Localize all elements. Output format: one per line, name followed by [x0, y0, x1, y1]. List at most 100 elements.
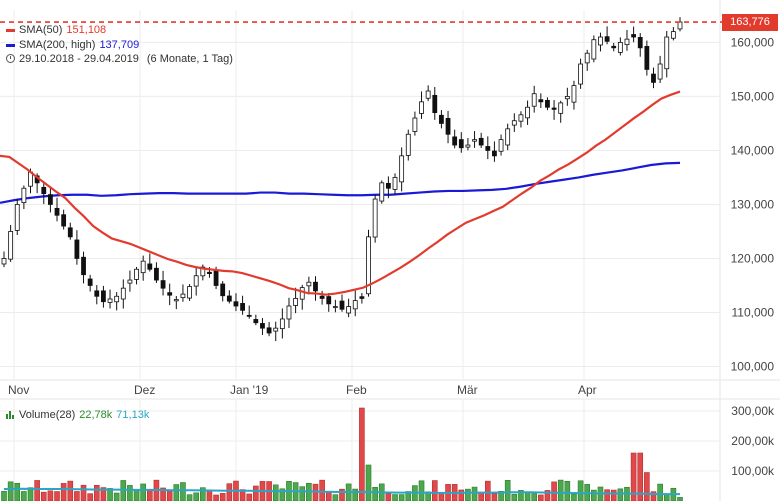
candle-body [134, 268, 139, 280]
candle-body [359, 296, 365, 299]
clock-icon [6, 54, 15, 63]
volume-bar [219, 493, 226, 501]
volume-bar [485, 480, 491, 501]
candle-body [220, 283, 226, 297]
candle-body [366, 236, 371, 295]
candle-body [578, 63, 583, 85]
volume-bar [253, 485, 259, 501]
candle-body [81, 256, 86, 276]
volume-bar [458, 489, 465, 501]
y-axis-labels: 100,000 110,000 120,000 130,000 140,000 150,0… [731, 35, 775, 373]
candle-body [445, 118, 451, 135]
candle-body [346, 306, 352, 314]
volume-bar [372, 487, 378, 501]
volume-bar [398, 494, 405, 501]
candle-body [492, 150, 497, 157]
volume-bar [180, 482, 186, 501]
candle-body [313, 281, 318, 292]
volume-layer [1, 407, 683, 501]
volume-bar [120, 480, 127, 501]
volume-bar [147, 489, 153, 501]
candle-body [651, 73, 656, 83]
candle-body [306, 281, 312, 287]
volume-bar [133, 489, 140, 501]
volume-bar [319, 479, 325, 501]
candle-body [299, 287, 305, 300]
x-tick-label: Nov [8, 383, 29, 397]
volume-value2: 71,13k [116, 409, 150, 421]
candle-body [293, 298, 299, 306]
candle-body [41, 186, 47, 195]
y-tick-label: 110,000 [732, 305, 775, 319]
sma50-label: SMA(50) [19, 24, 63, 36]
volume-bar [491, 493, 498, 501]
volume-bar [80, 484, 87, 501]
candle-body [207, 271, 212, 274]
sma200-line-layer [0, 161, 681, 204]
candle-body [246, 314, 252, 317]
candle-body [485, 146, 491, 151]
candle-body [47, 194, 53, 205]
volume-bar [206, 490, 213, 501]
volume-bar [604, 489, 610, 501]
volume-bar [511, 493, 518, 501]
candle-body [399, 155, 405, 183]
candle-body [154, 267, 159, 281]
volume-bar [431, 480, 438, 501]
volume-bar [54, 491, 60, 501]
candle-body [279, 318, 285, 330]
volume-tick-label: 200,00k [731, 434, 775, 448]
candle-body [598, 36, 603, 46]
volume-bar [87, 493, 93, 501]
volume-bar [617, 488, 624, 501]
candle-body [127, 279, 133, 284]
candle-body [147, 263, 153, 270]
volume-bar [47, 490, 54, 501]
candle-body [657, 63, 663, 80]
volume-bar [498, 491, 504, 501]
candle-body [61, 214, 67, 227]
sma50-swatch [6, 28, 15, 32]
volume-bar [93, 484, 100, 501]
candle-body [412, 117, 418, 132]
candle-body [677, 21, 683, 30]
sma50-line-layer [0, 90, 681, 296]
volume-bar [630, 452, 637, 501]
y-tick-label: 140,000 [731, 143, 775, 157]
candle-body [385, 182, 391, 189]
volume-bar [385, 493, 392, 501]
candle-body [472, 139, 477, 142]
candle-body [173, 299, 179, 302]
candle-body [611, 45, 617, 49]
volume-bar [577, 480, 584, 501]
candle-body [107, 298, 113, 303]
y-tick-label: 150,000 [731, 89, 775, 103]
legend-range: 29.10.2018 - 29.04.2019 (6 Monate, 1 Tag) [6, 53, 233, 65]
volume-bar [173, 484, 180, 501]
volume-bar [591, 489, 597, 501]
volume-bar [478, 492, 484, 501]
volume-label: Volume(28) [19, 409, 76, 421]
candle-body [101, 290, 106, 303]
volume-bar [272, 484, 279, 501]
volume-bar [544, 490, 551, 501]
volume-bar [471, 486, 478, 501]
volume-bar [193, 492, 199, 501]
last-price-label: 163,776 [722, 14, 778, 31]
volume-bar [160, 487, 166, 501]
range-text: 29.10.2018 - 29.04.2019 [19, 53, 139, 65]
candle-body [94, 290, 100, 297]
legend-volume: Volume(28) 22,78k 71,13k [6, 409, 149, 421]
candle-body [233, 301, 239, 307]
candle-body [518, 114, 524, 122]
volume-bar [465, 488, 471, 501]
candle-body [213, 269, 219, 286]
candle-body [372, 198, 378, 238]
sma200-label: SMA(200, high) [19, 39, 96, 51]
volume-bar [74, 491, 80, 501]
candle-body [392, 177, 398, 190]
candle-body [193, 275, 199, 287]
candle-body [432, 94, 438, 114]
candle-body [379, 182, 385, 202]
